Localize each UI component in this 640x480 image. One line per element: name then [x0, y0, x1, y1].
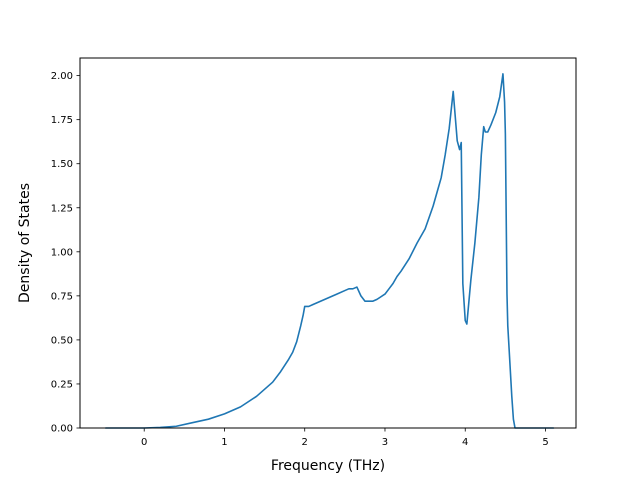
x-tick-label: 2	[302, 437, 308, 448]
y-tick-label: 1.50	[51, 159, 73, 170]
x-tick-label: 0	[141, 437, 147, 448]
plot-frame	[79, 57, 577, 429]
x-axis-ticks: 0 1 2 3 4 5	[141, 428, 549, 448]
y-tick-label: 0.00	[51, 424, 73, 435]
dos-series-line	[104, 73, 555, 429]
y-tick-label: 1.75	[51, 115, 73, 126]
plot-area-background	[80, 58, 576, 428]
x-axis-label: Frequency (THz)	[271, 458, 385, 474]
x-tick-label: 3	[382, 437, 388, 448]
y-tick-label: 1.00	[51, 247, 73, 258]
y-tick-label: 2.00	[51, 71, 73, 82]
x-tick-label: 5	[542, 437, 548, 448]
y-tick-label: 0.50	[51, 335, 73, 346]
y-axis-label: Density of States	[17, 183, 33, 303]
x-tick-label: 4	[462, 437, 468, 448]
y-tick-label: 0.25	[51, 379, 73, 390]
y-tick-label: 1.25	[51, 203, 73, 214]
y-axis-ticks: 0.00 0.25 0.50 0.75 1.00 1.25 1.50 1.75 2.00	[51, 71, 80, 435]
x-tick-label: 1	[221, 437, 227, 448]
y-tick-label: 0.75	[51, 291, 73, 302]
